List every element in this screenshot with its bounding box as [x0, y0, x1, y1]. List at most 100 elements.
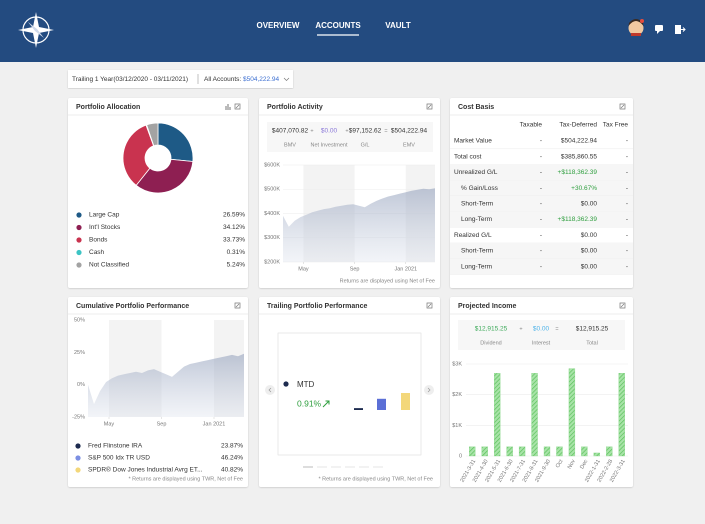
accounts-value[interactable]: $504,222.94	[243, 76, 280, 83]
cell-value: -	[540, 248, 542, 255]
y-tick-label: $3K	[452, 361, 462, 367]
row-label: Short-Term	[461, 248, 493, 255]
row-bg	[450, 258, 633, 275]
y-tick-label: 0%	[77, 382, 85, 388]
y-tick-label: $500K	[264, 187, 280, 193]
cell-value: -	[540, 169, 542, 176]
row-label: Long-Term	[461, 263, 492, 270]
pie-slice	[146, 122, 159, 147]
x-tick-label: Jan 2021	[203, 421, 226, 427]
cell-value: -	[626, 138, 628, 145]
cell-value: -	[540, 216, 542, 223]
carousel-next[interactable]	[424, 385, 434, 395]
cell-value: -	[540, 185, 542, 192]
logo[interactable]	[18, 12, 54, 48]
summary-value: $504,222.94	[391, 128, 428, 135]
legend-value: 0.31%	[227, 249, 246, 256]
legend-dot	[76, 224, 82, 231]
y-tick-label: 50%	[74, 317, 85, 323]
legend-label: Cash	[89, 249, 105, 256]
row-bg	[450, 211, 633, 228]
summary-operator: +	[345, 128, 348, 134]
y-tick-label: $2K	[452, 392, 462, 398]
y-tick-label: $1K	[452, 423, 462, 429]
x-tick-label: May	[298, 266, 309, 272]
cell-value: -	[540, 232, 542, 239]
cell-value: $0.00	[581, 201, 598, 208]
metric-label: MTD	[297, 380, 315, 389]
cell-value: -	[626, 232, 628, 239]
bar	[506, 446, 513, 457]
cell-value: -	[626, 263, 628, 270]
legend-value: 34.12%	[223, 224, 245, 231]
legend-dot	[75, 467, 81, 473]
column-header: Tax Free	[603, 122, 629, 129]
row-label: Unrealized G/L	[454, 169, 498, 176]
chart-toggle-icon[interactable]	[225, 104, 231, 110]
legend-label: Int'l Stocks	[89, 224, 121, 231]
accounts-label[interactable]: All Accounts:	[204, 76, 241, 83]
expand-icon[interactable]	[234, 103, 241, 110]
header-bar	[0, 0, 705, 62]
nav-item[interactable]: VAULT	[385, 21, 411, 30]
cell-value: -	[540, 138, 542, 145]
avatar[interactable]	[628, 19, 645, 36]
legend-value: 33.73%	[223, 237, 245, 244]
x-tick-label: Dec	[579, 459, 589, 471]
bar	[469, 446, 476, 457]
expand-icon[interactable]	[426, 302, 433, 309]
summary-label: G/L	[361, 142, 370, 148]
summary-value: $12,915.25	[475, 326, 508, 333]
cell-value: +30.67%	[571, 185, 597, 192]
expand-icon[interactable]	[426, 103, 433, 110]
carousel-prev[interactable]	[265, 385, 275, 395]
bar	[618, 373, 625, 457]
cell-value: $504,222.94	[561, 138, 598, 145]
row-bg	[450, 180, 633, 196]
x-tick-label: Sep	[157, 421, 167, 427]
metric-dot	[283, 381, 289, 387]
cell-value: -	[626, 169, 628, 176]
y-tick-label: -25%	[72, 414, 85, 420]
column-header: Taxable	[520, 122, 543, 129]
expand-icon[interactable]	[234, 302, 241, 309]
summary-value: $12,915.25	[576, 326, 609, 333]
filter-bar[interactable]	[68, 70, 293, 88]
x-tick-label: Nov	[567, 459, 577, 471]
summary-value: $97,152.62	[349, 128, 382, 135]
chat-icon[interactable]	[655, 25, 663, 34]
nav-item[interactable]: ACCOUNTS	[315, 21, 361, 30]
card-title: Trailing Portfolio Performance	[267, 303, 367, 310]
summary-operator: +	[519, 326, 522, 332]
expand-icon[interactable]	[619, 302, 626, 309]
footnote: * Returns are displayed using TWR, Net o…	[318, 476, 433, 482]
row-label: Total cost	[454, 153, 482, 160]
bar	[481, 446, 488, 457]
legend-label: Not Classified	[89, 262, 129, 269]
legend-value: 46.24%	[221, 455, 243, 462]
card-title: Projected Income	[458, 303, 516, 310]
bar	[494, 373, 501, 457]
nav-item[interactable]: OVERVIEW	[257, 21, 300, 30]
legend-dot	[76, 262, 82, 268]
column-header: Tax-Deferred	[559, 122, 597, 129]
cell-value: $0.00	[581, 248, 598, 255]
summary-label: BMV	[284, 142, 296, 148]
y-tick-label: $200K	[264, 259, 280, 265]
row-label: Short-Term	[461, 201, 493, 208]
period-filter[interactable]: Trailing 1 Year(03/12/2020 - 03/11/2021)	[72, 76, 188, 83]
expand-icon[interactable]	[619, 103, 626, 110]
summary-label: Total	[586, 340, 598, 346]
logout-icon[interactable]	[675, 25, 686, 34]
bar	[556, 446, 563, 457]
legend-label: SPDR® Dow Jones Industrial Avrg ET...	[88, 466, 203, 474]
x-tick-label: Sep	[350, 266, 360, 272]
summary-box	[267, 122, 433, 152]
summary-label: Dividend	[480, 340, 501, 346]
dropdown-chevron[interactable]	[283, 77, 290, 81]
legend-dot	[76, 237, 82, 243]
y-tick-label: $400K	[264, 211, 280, 217]
cell-value: -	[540, 153, 542, 160]
